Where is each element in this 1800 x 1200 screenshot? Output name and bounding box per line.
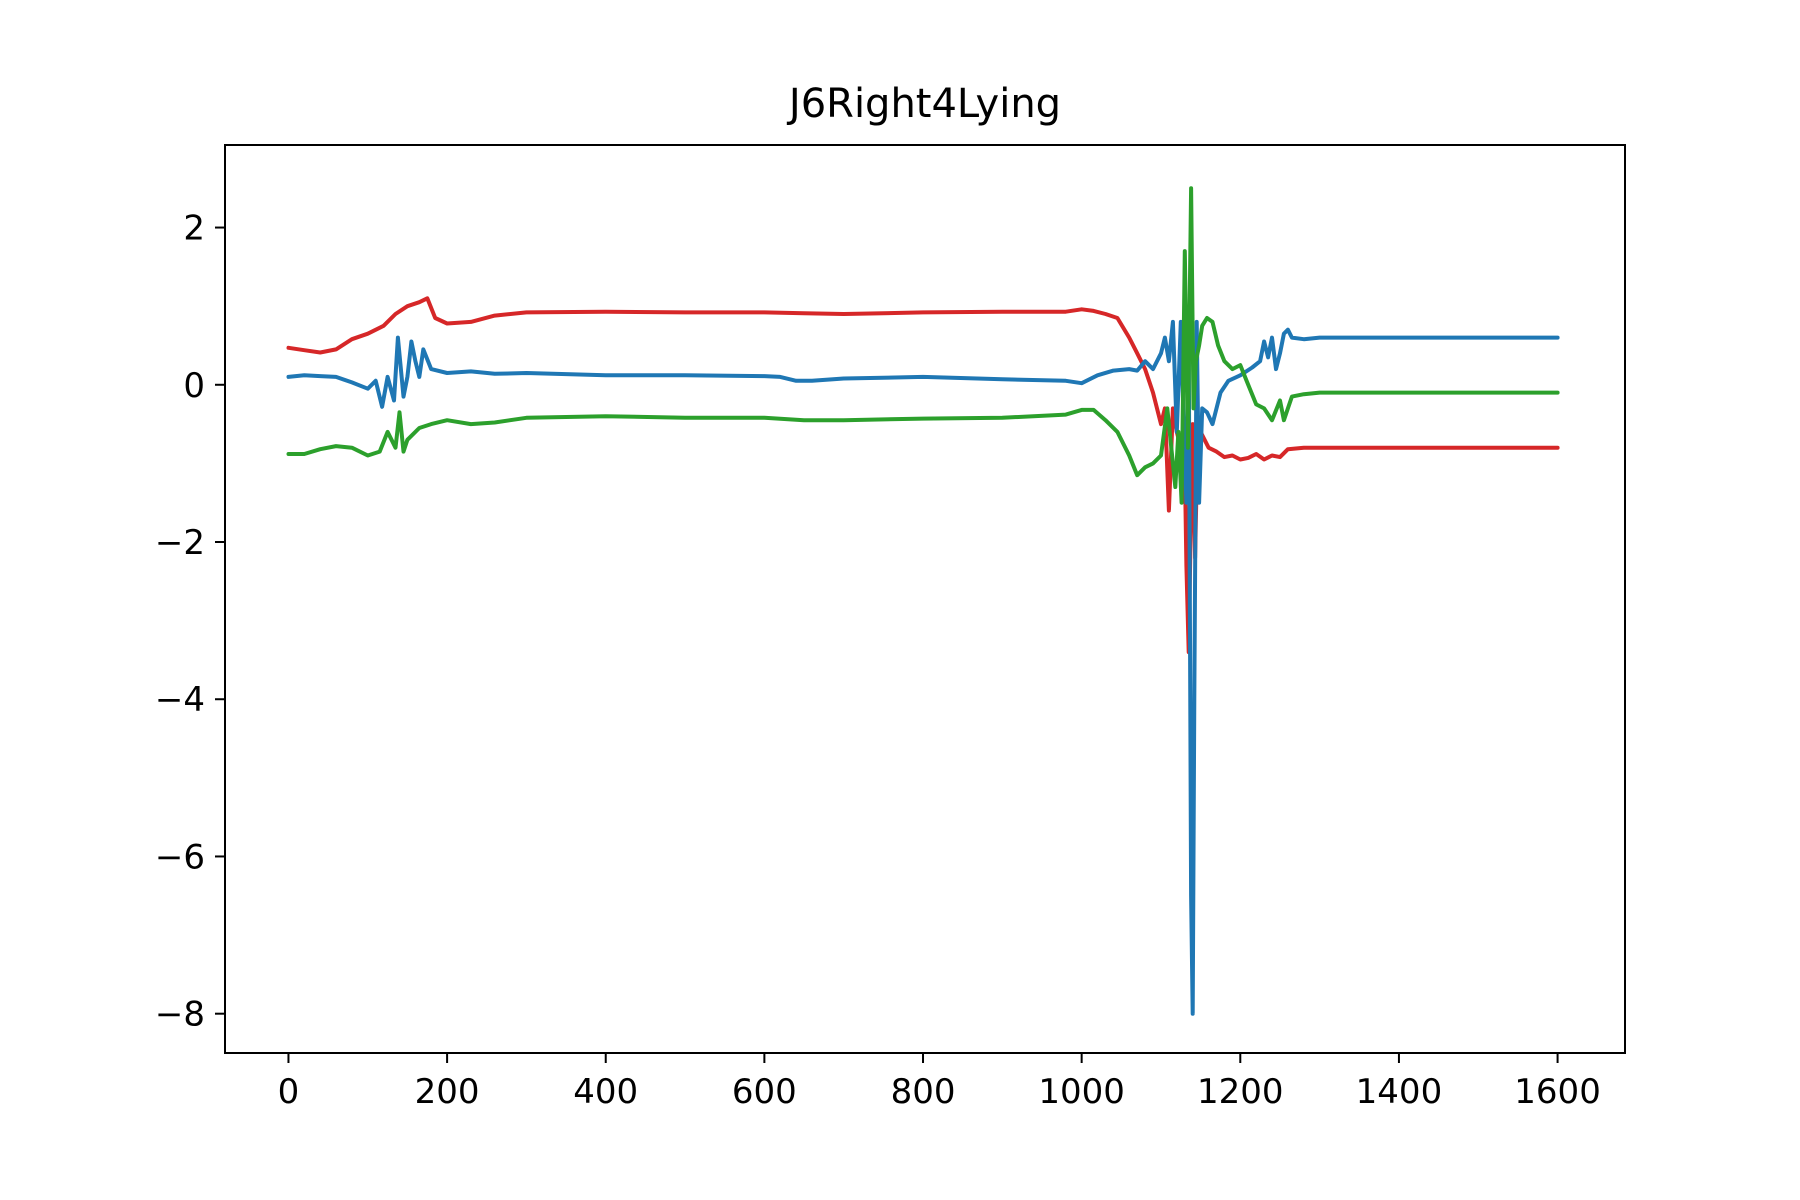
x-tick-label: 1200 (1197, 1072, 1284, 1112)
x-axis: 0 200 400 600 800 1000 1200 1400 1600 (278, 1053, 1601, 1112)
y-tick-label: 0 (183, 366, 205, 406)
plot-frame (224, 144, 1626, 1054)
y-tick-label: 2 (183, 209, 205, 249)
y-tick-label: −2 (155, 523, 205, 563)
y-axis: 2 0 −2 −4 −6 −8 (155, 209, 225, 1035)
y-tick-label: −4 (155, 680, 205, 720)
x-tick-label: 1000 (1038, 1072, 1125, 1112)
series-line-3 (286, 186, 1560, 505)
series-line-1 (286, 296, 1560, 655)
y-tick-label: −8 (155, 995, 205, 1035)
x-tick-label: 600 (732, 1072, 797, 1112)
chart-title: J6Right4Lying (786, 81, 1061, 127)
x-tick-label: 1600 (1514, 1072, 1601, 1112)
x-tick-label: 400 (573, 1072, 638, 1112)
x-tick-label: 200 (415, 1072, 480, 1112)
x-tick-label: 1400 (1356, 1072, 1443, 1112)
series-layer (286, 186, 1560, 1016)
series-line-2 (286, 319, 1560, 1016)
x-tick-label: 800 (891, 1072, 956, 1112)
x-tick-label: 0 (278, 1072, 300, 1112)
y-tick-label: −6 (155, 837, 205, 877)
